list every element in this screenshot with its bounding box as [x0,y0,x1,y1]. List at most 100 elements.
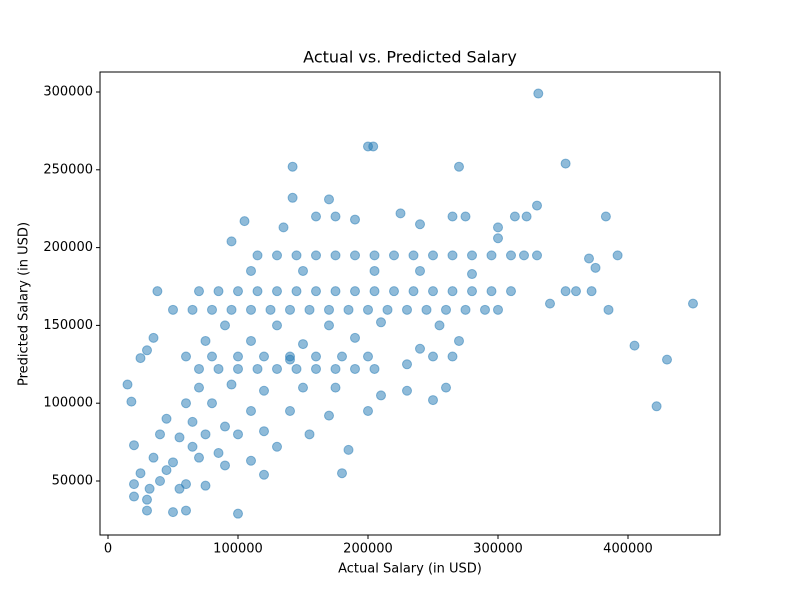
point [272,363,283,374]
point [519,250,530,261]
point [460,211,471,222]
y-tick-label: 50000 [52,474,93,489]
y-tick-label: 200000 [43,240,93,255]
x-tick-label: 400000 [603,542,653,557]
point [560,158,571,169]
point [161,413,172,424]
point [506,286,517,297]
point [480,304,491,315]
point [506,250,517,261]
point [298,382,309,393]
point [651,401,662,412]
point [434,320,445,331]
point [421,304,432,315]
point [363,405,374,416]
point [272,250,283,261]
point [368,141,379,152]
point [207,398,218,409]
point [560,286,571,297]
point [181,398,192,409]
point [428,351,439,362]
point [324,320,335,331]
point [155,476,166,487]
point [259,426,270,437]
point [246,405,257,416]
point [213,447,224,458]
point [447,286,458,297]
y-tick-label: 250000 [43,162,93,177]
point [287,161,298,172]
point [415,265,426,276]
x-tick-label: 200000 [343,542,393,557]
point [129,479,140,490]
point [233,508,244,519]
point [330,250,341,261]
point [213,363,224,374]
point [311,286,322,297]
point [220,460,231,471]
point [467,286,478,297]
point [122,379,133,390]
point [350,214,361,225]
point [402,304,413,315]
point [389,250,400,261]
point [493,304,504,315]
point [447,250,458,261]
point [493,222,504,233]
point [363,304,374,315]
point [252,286,263,297]
point [187,416,198,427]
point [571,286,582,297]
point [181,351,192,362]
point [200,335,211,346]
point [259,469,270,480]
point [330,211,341,222]
point [291,363,302,374]
point [168,507,179,518]
point [688,298,699,309]
point [287,192,298,203]
point [291,286,302,297]
point [330,286,341,297]
point [428,395,439,406]
point [200,480,211,491]
point [246,335,257,346]
point [181,479,192,490]
point [298,339,309,350]
point [226,236,237,247]
point [142,345,153,356]
point [662,354,673,365]
point [408,286,419,297]
point [311,351,322,362]
axes-frame [99,71,721,536]
point [285,304,296,315]
point [603,304,614,315]
point [126,396,137,407]
point [168,304,179,315]
point [369,265,380,276]
y-tick-label: 300000 [43,84,93,99]
point [447,211,458,222]
point [194,286,205,297]
point [233,429,244,440]
point [343,304,354,315]
y-tick-label: 150000 [43,318,93,333]
point [337,351,348,362]
point [304,304,315,315]
point [144,483,155,494]
point [129,440,140,451]
point [278,222,289,233]
point [246,455,257,466]
point [521,211,532,222]
point [220,320,231,331]
point [135,468,146,479]
point [612,250,623,261]
point [207,304,218,315]
point [382,304,393,315]
point [324,194,335,205]
point [467,269,478,280]
point [226,304,237,315]
point [142,494,153,505]
